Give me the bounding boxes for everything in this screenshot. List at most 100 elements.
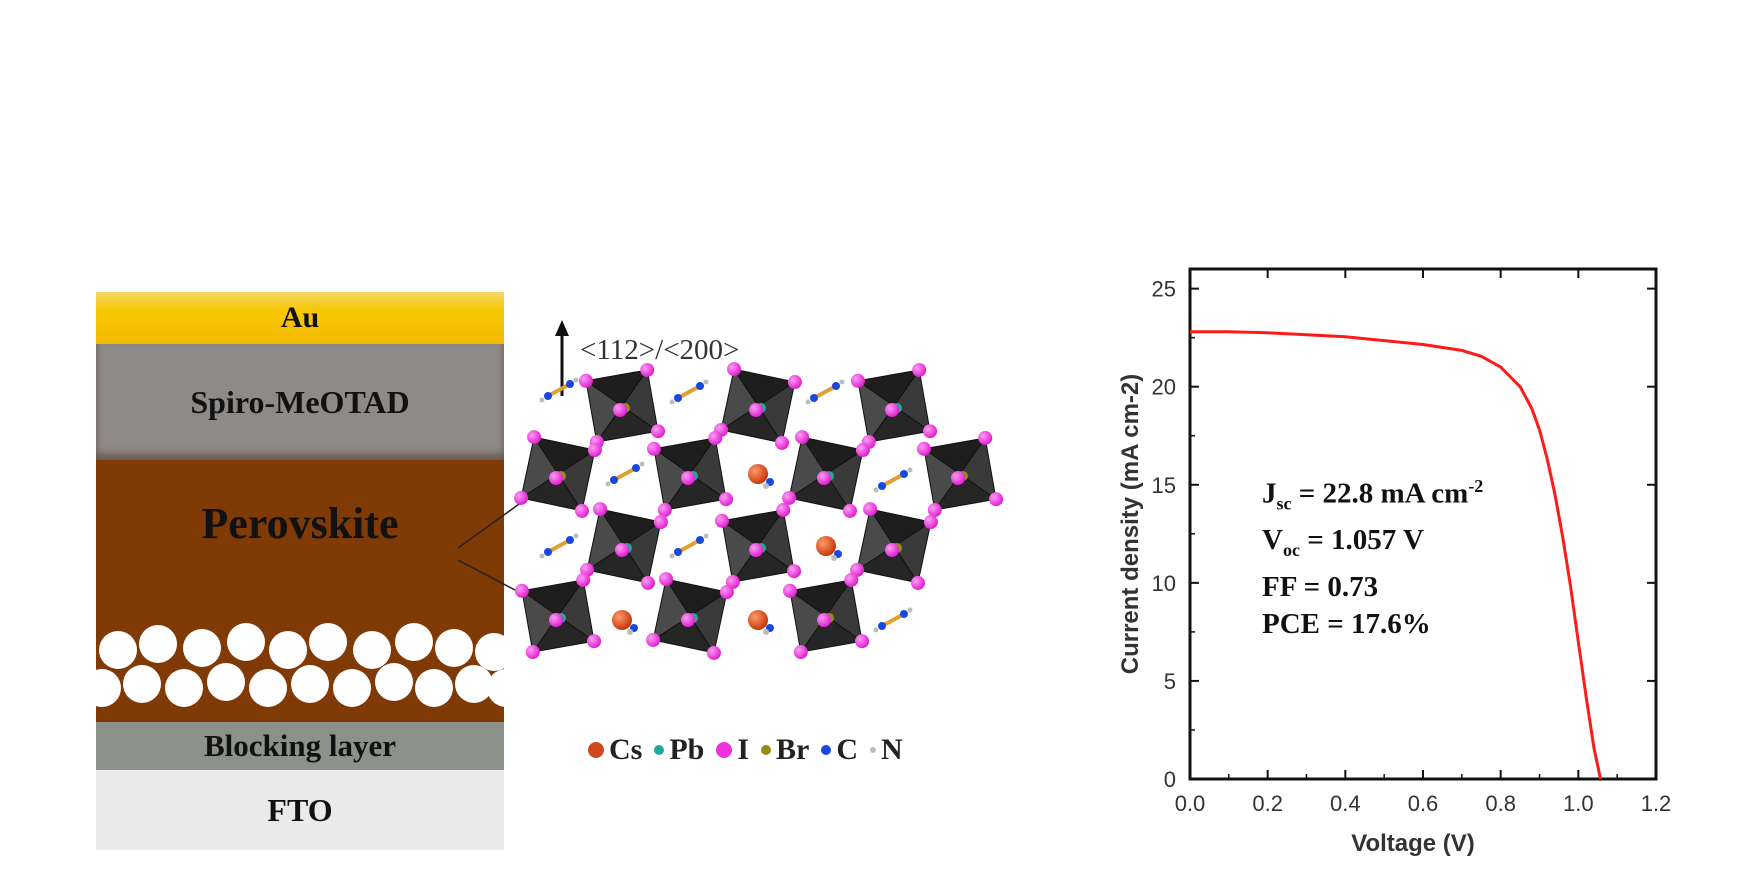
iodine-atom (923, 424, 938, 439)
iodine-atom (651, 424, 666, 439)
octahedron (850, 502, 938, 590)
element-legend: Cs Pb I Br C N (588, 730, 915, 770)
legend-label: Pb (669, 733, 705, 766)
iodine-atom (514, 583, 529, 598)
iodine-atom (514, 490, 529, 505)
au-layer: Au (96, 292, 504, 344)
iodine-atom (640, 575, 655, 590)
y-tick-label: 15 (1152, 473, 1176, 498)
iodine-atom (782, 490, 797, 505)
legend-dot-br (761, 745, 772, 755)
iodine-atom (719, 585, 734, 600)
iodine-atom (978, 430, 993, 445)
performance-parameters: Jsc = 22.8 mA cm-2 Voc = 1.057 V FF = 0.… (1262, 468, 1483, 643)
iodine-atom (989, 492, 1004, 507)
legend-label: N (881, 733, 903, 766)
direction-label: <112>/<200> (580, 334, 740, 366)
pce-line: PCE = 17.6% (1262, 608, 1431, 641)
crystal-structure (514, 362, 1004, 660)
iodine-atom (855, 634, 870, 649)
cs-cation (816, 536, 842, 561)
iodine-atom (525, 645, 540, 660)
iodine-atom (527, 430, 542, 445)
cs-cation (748, 464, 774, 489)
x-tick-label: 0.8 (1485, 791, 1516, 816)
organic-cation (539, 533, 579, 559)
y-tick-label: 25 (1152, 277, 1176, 302)
organic-cation (873, 607, 913, 633)
legend-dot-cs (588, 742, 604, 758)
legend-dot-c (821, 745, 832, 755)
organic-cation (669, 533, 709, 559)
jv-chart: 0.0 0.2 0.4 0.6 0.8 1.0 1.2 0 5 10 15 20 25 Voltage (… (1117, 267, 1672, 857)
iodine-atom (653, 515, 668, 530)
organic-cation (805, 379, 845, 405)
octahedron (578, 362, 666, 450)
spiro-label: Spiro-MeOTAD (190, 383, 410, 420)
iodine-atom (587, 443, 602, 458)
organic-cation (873, 467, 913, 493)
y-tick-label: 0 (1164, 767, 1176, 792)
octahedron (714, 502, 802, 590)
iodine-atom (793, 645, 808, 660)
iodine-atom (855, 443, 870, 458)
iodine-atom (576, 572, 591, 587)
iodine-atom (842, 503, 857, 518)
octahedron (714, 362, 802, 450)
octahedron (850, 362, 938, 450)
iodine-atom (916, 441, 931, 456)
legend-item-cs: Cs (588, 733, 642, 767)
iodine-atom (646, 441, 661, 456)
device-stack: Au Spiro-MeOTAD Perovskite Blocking laye… (96, 292, 504, 850)
octahedron (514, 430, 602, 518)
legend-item-pb: Pb (654, 733, 704, 767)
iodine-atom (776, 502, 791, 517)
iodine-atom (863, 502, 878, 517)
x-tick-label: 1.2 (1641, 791, 1672, 816)
iodine-atom (774, 435, 789, 450)
iodine-atom (787, 375, 802, 390)
iodine-atom (640, 362, 655, 377)
iodine-atom (912, 362, 927, 377)
iodine-atom (714, 513, 729, 528)
legend-item-br: Br (761, 733, 809, 767)
ff-line: FF = 0.73 (1262, 571, 1379, 604)
iodine-atom (706, 645, 721, 660)
iodine-atom (795, 430, 810, 445)
y-axis-label: Current density (mA cm-2) (1117, 374, 1144, 675)
iodine-atom (574, 503, 589, 518)
iodine-atom (923, 515, 938, 530)
fto-layer: FTO (96, 770, 504, 850)
legend-label: I (737, 733, 750, 766)
legend-label: C (836, 733, 859, 766)
blocking-label: Blocking layer (203, 728, 397, 763)
iodine-atom (587, 634, 602, 649)
octahedron (916, 430, 1004, 518)
octahedron (580, 502, 668, 590)
iodine-atom (787, 564, 802, 579)
perovskite-label: Perovskite (201, 499, 399, 548)
organic-cation (669, 379, 709, 405)
octahedron (514, 572, 602, 660)
iodine-atom (782, 583, 797, 598)
organic-cation (605, 461, 645, 487)
y-tick-label: 5 (1164, 669, 1176, 694)
jsc-line: Jsc = 22.8 mA cm-2 (1262, 476, 1484, 514)
iodine-atom (910, 575, 925, 590)
x-axis-label: Voltage (V) (1351, 830, 1475, 857)
x-tick-label: 0.6 (1408, 791, 1439, 816)
y-tick-label: 20 (1152, 375, 1176, 400)
x-tick-label: 1.0 (1563, 791, 1594, 816)
cs-cation (748, 610, 774, 635)
legend-item-i: I (716, 733, 749, 767)
legend-dot-n (870, 747, 877, 753)
octahedron (646, 430, 734, 518)
iodine-atom (850, 373, 865, 388)
spiro-layer: Spiro-MeOTAD (96, 344, 504, 460)
y-tick-label: 10 (1152, 571, 1176, 596)
iodine-atom (844, 572, 859, 587)
blocking-layer: Blocking layer (96, 722, 504, 770)
iodine-atom (708, 430, 723, 445)
legend-label: Br (776, 733, 810, 766)
x-tick-label: 0.4 (1330, 791, 1361, 816)
